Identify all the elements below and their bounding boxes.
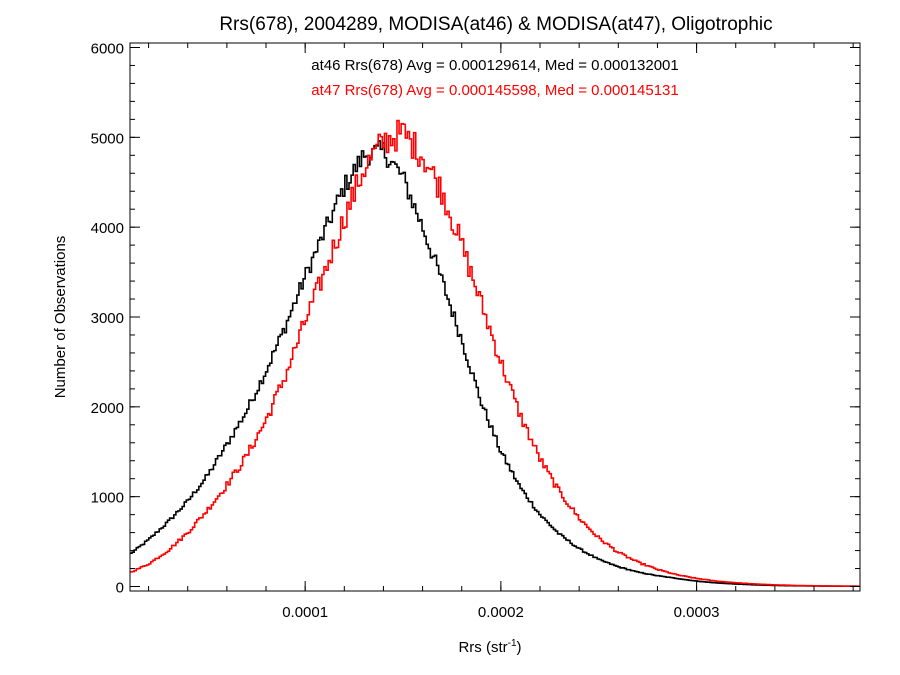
chart-title: Rrs(678), 2004289, MODISA(at46) & MODISA… [219,14,772,35]
x-axis-label: Rrs (str-1) [458,638,521,656]
y-tick-label: 4000 [91,220,124,237]
y-tick-label: 1000 [91,490,124,507]
annotation-at46: at46 Rrs(678) Avg = 0.000129614, Med = 0… [311,57,679,74]
annotation-at47: at47 Rrs(678) Avg = 0.000145598, Med = 0… [311,82,679,99]
x-tick-label: 0.0003 [674,604,720,621]
series-layer [130,119,860,588]
x-axis-label-end: ) [517,639,522,656]
x-tick-label: 0.0001 [282,604,328,621]
ticks-layer: 0.0001 0.0002 0.0003 0 1000 2000 3000 4000 5000 6… [91,40,860,621]
series-0-histogram-line [130,140,860,588]
x-tick-label: 0.0002 [478,604,524,621]
x-axis-label-superscript: -1 [508,638,517,649]
y-tick-label: 0 [116,580,124,597]
x-axis-label-main: Rrs (str [458,639,507,656]
y-tick-label: 3000 [91,310,124,327]
y-axis-label: Number of Observations [52,236,69,399]
y-tick-label: 2000 [91,400,124,417]
series-1-histogram-line [130,119,860,588]
y-tick-label: 6000 [91,40,124,57]
y-tick-label: 5000 [91,130,124,147]
